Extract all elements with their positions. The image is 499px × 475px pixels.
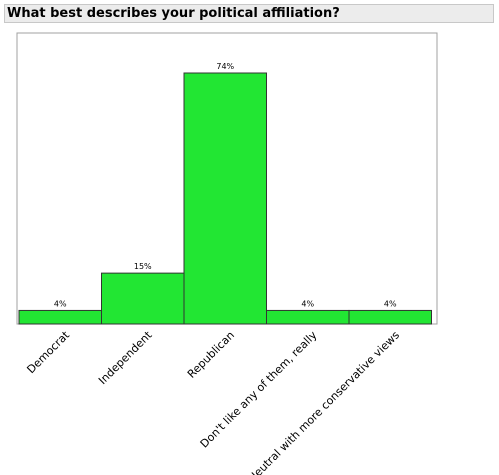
category-label-2: Republican <box>185 329 237 381</box>
value-label-0: 4% <box>54 299 67 308</box>
category-label-4: Neutral with more conservative views <box>246 328 403 475</box>
value-label-2: 74% <box>216 62 234 71</box>
category-label-0: Democrat <box>24 328 72 376</box>
value-labels-group: 4% 15% 74% 4% 4% <box>54 62 397 308</box>
value-label-1: 15% <box>134 262 152 271</box>
value-label-3: 4% <box>301 299 314 308</box>
bar-2 <box>183 72 267 325</box>
bar-0 <box>18 309 102 325</box>
chart-title: What best describes your political affil… <box>7 6 340 21</box>
category-label-1: Independent <box>96 328 155 387</box>
bar-1 <box>101 272 185 325</box>
chart-title-bar: What best describes your political affil… <box>4 4 494 23</box>
value-label-4: 4% <box>384 299 397 308</box>
bars-group <box>18 72 432 325</box>
bar-3 <box>266 309 350 325</box>
bar-4 <box>348 309 432 325</box>
